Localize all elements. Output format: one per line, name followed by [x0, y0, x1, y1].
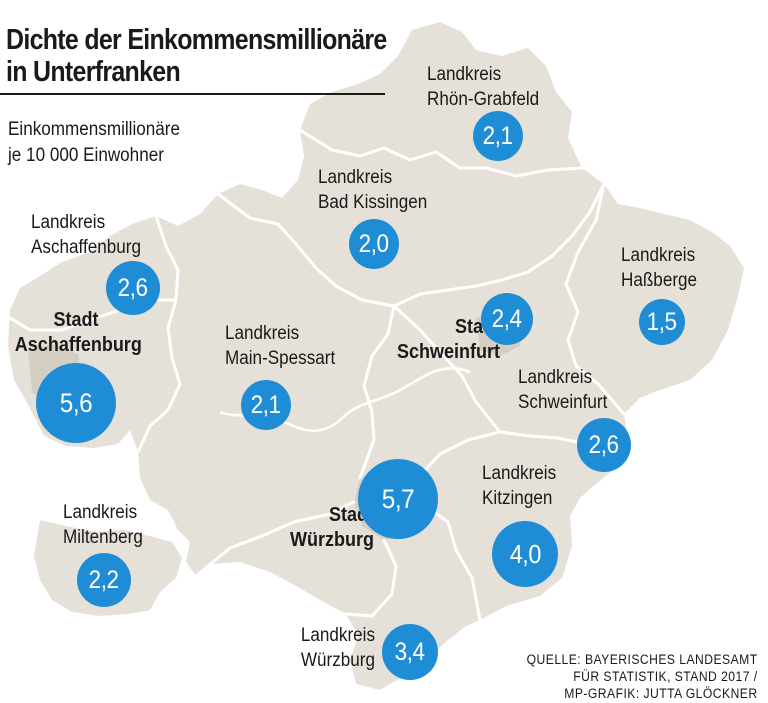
- label-hassberge: Landkreis Haßberge: [621, 243, 697, 293]
- border-rhoen-badkissingen: [298, 128, 584, 178]
- label-name: Schweinfurt: [518, 392, 608, 413]
- label-aschaffenburg-lk: Landkreis Aschaffenburg: [31, 210, 141, 260]
- value-bubble-main-spessart: 2,1: [241, 380, 291, 430]
- value-bubble-rhoen-grabfeld: 2,1: [473, 111, 523, 161]
- label-name: Aschaffenburg: [31, 237, 141, 258]
- value-bubble-wuerzburg-lk: 3,4: [382, 624, 438, 680]
- value-text: 2,2: [89, 565, 119, 594]
- label-bad-kissingen: Landkreis Bad Kissingen: [318, 165, 427, 215]
- border-wuerzburg-kitzingen: [424, 504, 482, 622]
- value-text: 2,0: [359, 229, 389, 258]
- title-line-1: Dichte der Einkommensmillionäre: [6, 24, 387, 56]
- label-type: Landkreis: [300, 625, 375, 646]
- label-type: Landkreis: [518, 367, 593, 388]
- source-line-1: QUELLE: BAYERISCHES LANDESAMT: [527, 652, 758, 667]
- source-line-2: FÜR STATISTIK, STAND 2017 /: [573, 669, 758, 684]
- value-bubble-schweinfurt-lk: 2,6: [577, 418, 631, 472]
- label-kitzingen: Landkreis Kitzingen: [482, 461, 556, 511]
- value-text: 3,4: [395, 637, 425, 666]
- label-name: Würzburg: [290, 529, 374, 551]
- legend-subtitle: Einkommensmillionäre je 10 000 Einwohner: [8, 117, 180, 169]
- border-mainspessart-aschaffenburg: [136, 214, 182, 454]
- border-mainspessart-south: [194, 500, 356, 578]
- value-bubble-hassberge: 1,5: [639, 299, 685, 345]
- label-miltenberg: Landkreis Miltenberg: [63, 500, 143, 550]
- label-aschaffenburg-stadt: Stadt Aschaffenburg: [14, 308, 142, 358]
- value-bubble-kitzingen: 4,0: [492, 521, 558, 587]
- label-name: Main-Spessart: [225, 348, 336, 369]
- value-bubble-aschaffenburg-lk: 2,6: [106, 261, 160, 315]
- value-bubble-schweinfurt-stadt: 2,4: [481, 293, 533, 345]
- value-text: 5,7: [381, 483, 415, 514]
- label-type: Landkreis: [482, 463, 557, 484]
- label-rhoen-grabfeld: Landkreis Rhön-Grabfeld: [427, 62, 539, 112]
- title-divider: [0, 93, 385, 95]
- source-credit: QUELLE: BAYERISCHES LANDESAMT FÜR STATIS…: [527, 651, 758, 702]
- page-title: Dichte der Einkommensmillionäre in Unter…: [6, 24, 387, 88]
- value-text: 2,4: [492, 304, 522, 333]
- label-name: Rhön-Grabfeld: [427, 89, 540, 110]
- value-text: 5,6: [59, 387, 93, 418]
- border-wuerzburg-lk-north: [344, 538, 398, 618]
- subtitle-line-2: je 10 000 Einwohner: [8, 145, 164, 166]
- label-type: Landkreis: [318, 167, 393, 188]
- label-type: Landkreis: [621, 245, 696, 266]
- label-wuerzburg-stadt: Stadt Würzburg: [266, 503, 374, 553]
- label-wuerzburg-lk: Landkreis Würzburg: [258, 623, 375, 673]
- title-line-2: in Unterfranken: [6, 56, 181, 88]
- label-schweinfurt-lk: Landkreis Schweinfurt: [518, 365, 607, 415]
- label-name: Miltenberg: [63, 527, 143, 548]
- border-badkissingen-schweinfurt: [392, 182, 606, 308]
- value-text: 1,5: [647, 307, 677, 336]
- label-name: Schweinfurt: [396, 341, 500, 363]
- value-text: 4,0: [509, 538, 541, 569]
- subtitle-line-1: Einkommensmillionäre: [8, 119, 181, 140]
- value-bubble-wuerzburg-stadt: 5,7: [358, 459, 438, 539]
- value-text: 2,1: [251, 390, 281, 419]
- label-name: Bad Kissingen: [318, 192, 428, 213]
- source-line-3: MP-GRAFIK: JUTTA GLÖCKNER: [564, 686, 758, 701]
- border-hassberge: [564, 182, 626, 416]
- value-bubble-aschaffenburg-stadt: 5,6: [36, 363, 116, 443]
- value-text: 2,6: [118, 273, 148, 302]
- map-land-main: [8, 22, 744, 690]
- border-mainspessart-wuerzburg: [358, 304, 396, 480]
- value-bubble-bad-kissingen: 2,0: [349, 219, 399, 269]
- label-type: Landkreis: [225, 323, 300, 344]
- label-type: Stadt: [53, 309, 99, 331]
- border-schweinfurt-west: [392, 304, 502, 434]
- label-name: Aschaffenburg: [14, 334, 142, 356]
- border-badkissingen-mainspessart: [216, 192, 396, 308]
- label-main-spessart: Landkreis Main-Spessart: [225, 321, 335, 371]
- label-type: Landkreis: [427, 64, 502, 85]
- label-type: Landkreis: [31, 212, 106, 233]
- label-name: Würzburg: [300, 650, 375, 671]
- value-bubble-miltenberg: 2,2: [77, 553, 131, 607]
- value-text: 2,6: [589, 430, 619, 459]
- label-name: Haßberge: [621, 270, 698, 291]
- label-name: Kitzingen: [482, 488, 553, 509]
- value-text: 2,1: [483, 121, 513, 150]
- label-type: Landkreis: [63, 502, 138, 523]
